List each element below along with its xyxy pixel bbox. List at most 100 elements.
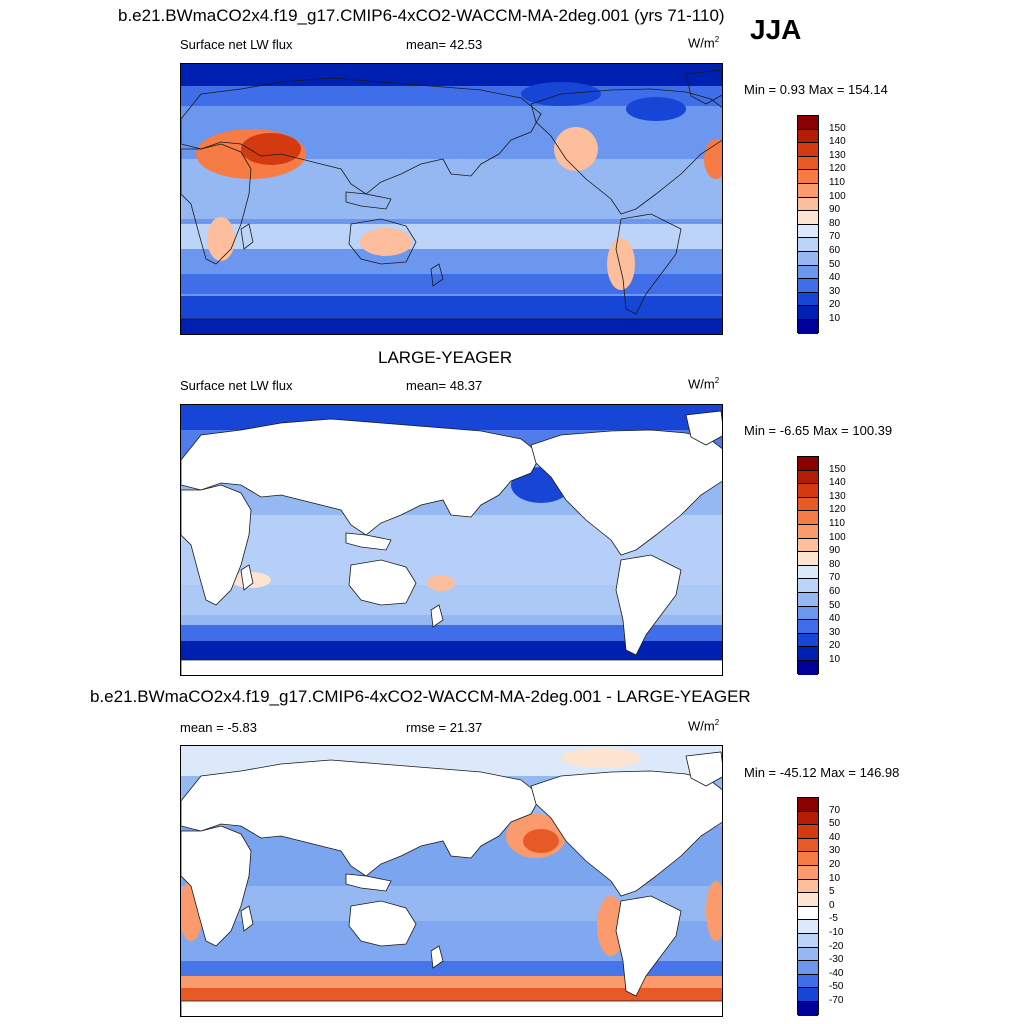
continent-indonesia [345, 532, 392, 551]
colorbar-swatch [798, 865, 818, 880]
colorbar-label: 30 [829, 626, 841, 638]
continent-greenland [685, 69, 722, 105]
colorbar-swatch [798, 197, 818, 212]
colorbar-label: 10 [829, 313, 841, 324]
model-svg [181, 64, 722, 334]
continent-australia [348, 559, 417, 606]
colorbar-label: -20 [829, 940, 844, 952]
continent-antarctica [181, 1000, 722, 1016]
continent-antarctica [181, 318, 722, 334]
colorbar-label: 130 [829, 490, 846, 502]
colorbar-swatch [798, 660, 818, 675]
continent-australia [348, 218, 417, 265]
panel3-minmax: Min = -45.12 Max = 146.98 [744, 765, 900, 780]
colorbar-swatch [798, 633, 818, 648]
continent-nz [430, 263, 444, 287]
colorbar-swatch [798, 1001, 818, 1016]
continent-nz [430, 604, 444, 628]
panel2-minmax: Min = -6.65 Max = 100.39 [744, 423, 893, 438]
panel3-mean: mean = -5.83 [180, 720, 257, 735]
colorbar-label: 60 [829, 586, 841, 597]
colorbar-swatch [798, 579, 818, 593]
colorbar-label: 40 [829, 272, 841, 284]
continent-samerica [615, 554, 682, 656]
colorbar-swatch [798, 552, 818, 566]
panel3-title: b.e21.BWmaCO2x4.f19_g17.CMIP6-4xCO2-WACC… [90, 687, 751, 706]
continent-africa [181, 484, 252, 606]
continent-greenland [685, 751, 722, 787]
continent-africa [181, 143, 252, 265]
continent-namerica [530, 429, 722, 556]
colorbar-swatch [798, 116, 818, 130]
colorbar-label: 100 [829, 531, 846, 543]
colorbar-swatch [798, 565, 818, 580]
colorbar-label: 40 [829, 831, 841, 843]
colorbar-label: 50 [829, 818, 841, 830]
colorbar-label: 90 [829, 545, 841, 557]
panel1-minmax: Min = 0.93 Max = 154.14 [744, 82, 888, 97]
colorbar-label: 20 [829, 640, 841, 652]
colorbar-swatch [798, 811, 818, 826]
colorbar-swatch [798, 224, 818, 239]
season-label: JJA [750, 14, 802, 45]
continent-samerica [615, 213, 682, 315]
colorbar-label: 140 [829, 136, 846, 148]
colorbar-swatch [798, 988, 818, 1002]
colorbar-swatch [798, 183, 818, 198]
colorbar-swatch [798, 129, 818, 144]
colorbar-swatch [798, 825, 818, 839]
colorbar-swatch [798, 279, 818, 293]
colorbar-label: 110 [829, 518, 845, 529]
colorbar-swatch [798, 879, 818, 894]
panel2-field-label: Surface net LW flux [180, 378, 293, 393]
colorbar-swatch [798, 156, 818, 171]
colorbar-label: 70 [829, 231, 841, 243]
panel1-field-label: Surface net LW flux [180, 37, 293, 52]
colorbar-boxes [797, 797, 819, 1016]
colorbar-label: -70 [829, 995, 844, 1006]
colorbar-swatch [798, 524, 818, 539]
continent-nz [430, 945, 444, 969]
colorbar-swatch [798, 484, 818, 498]
panel2-title: LARGE-YEAGER [378, 348, 513, 367]
model-flux-map [180, 63, 723, 335]
colorbar-label: 130 [829, 149, 846, 161]
continent-africa [181, 825, 252, 947]
colorbar-label: 50 [829, 599, 841, 611]
colorbar-swatch [798, 620, 818, 634]
panel3-unit: W/m2 [688, 718, 720, 734]
colorbar-label: 30 [829, 845, 841, 857]
colorbar-swatch [798, 319, 818, 334]
colorbar-label: 20 [829, 299, 841, 311]
colorbar-swatch [798, 947, 818, 962]
continent-antarctica [181, 659, 722, 675]
colorbar-swatch [798, 497, 818, 512]
colorbar-swatch [798, 143, 818, 157]
panel1-mean: mean= 42.53 [406, 37, 483, 52]
colorbar-label: 150 [829, 463, 846, 475]
colorbar-label: 150 [829, 122, 846, 134]
colorbar-swatch [798, 893, 818, 907]
panel3-rmse: rmse = 21.37 [406, 720, 483, 735]
continent-eurasia [181, 759, 542, 877]
colorbar-label: 40 [829, 613, 841, 625]
colorbar-swatch [798, 511, 818, 525]
colorbar-label: 70 [829, 572, 841, 584]
colorbar-swatch [798, 838, 818, 853]
difference-map [180, 745, 723, 1017]
colorbar-label: -30 [829, 954, 844, 966]
panel2-unit: W/m2 [688, 376, 720, 392]
colorbar-boxes [797, 115, 819, 334]
continent-eurasia [181, 77, 542, 195]
diff-svg [181, 746, 722, 1016]
colorbar-swatch [798, 906, 818, 921]
obs-flux-map [180, 404, 723, 676]
colorbar-label: 20 [829, 859, 841, 870]
colorbar-label: -5 [829, 913, 838, 925]
colorbar-swatch [798, 974, 818, 989]
colorbar-swatch [798, 292, 818, 307]
colorbar-label: 120 [829, 504, 846, 516]
panel2-mean: mean= 48.37 [406, 378, 483, 393]
continent-eurasia [181, 418, 542, 536]
colorbar-label: 80 [829, 558, 841, 570]
